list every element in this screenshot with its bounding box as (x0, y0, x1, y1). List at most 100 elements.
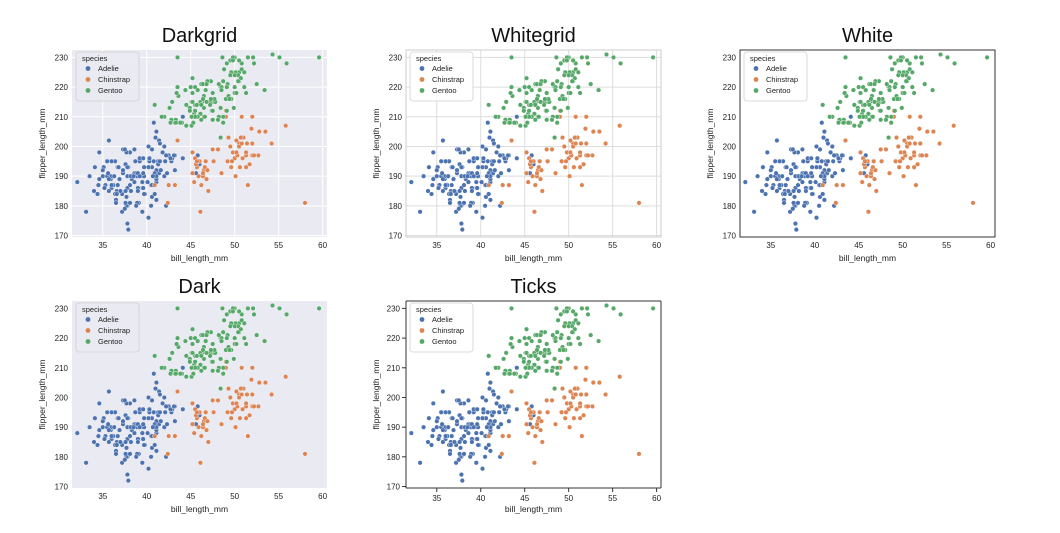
point-chinstrap (603, 392, 609, 398)
point-gentoo (503, 350, 509, 356)
point-adelie (140, 436, 146, 442)
point-gentoo (516, 338, 522, 344)
legend-marker-chinstrap (85, 328, 91, 333)
point-gentoo (224, 84, 230, 90)
point-adelie (96, 400, 102, 406)
point-gentoo (820, 102, 826, 108)
point-chinstrap (866, 182, 872, 188)
point-gentoo (198, 368, 204, 374)
point-gentoo (549, 117, 555, 123)
point-gentoo (509, 84, 515, 90)
point-gentoo (856, 84, 862, 90)
point-adelie (469, 188, 475, 194)
point-adelie (465, 424, 471, 430)
point-adelie (836, 155, 842, 161)
x-tick-label: 55 (608, 241, 617, 250)
point-chinstrap (907, 114, 913, 120)
point-gentoo (900, 72, 906, 78)
point-adelie (783, 182, 789, 188)
point-chinstrap (249, 392, 255, 398)
point-adelie (83, 209, 89, 215)
point-gentoo (565, 105, 571, 111)
point-adelie (458, 164, 464, 170)
y-tick-label: 190 (55, 423, 69, 432)
point-chinstrap (269, 140, 275, 146)
legend-label-chinstrap: Chinstrap (98, 326, 130, 335)
point-adelie (408, 179, 414, 185)
point-chinstrap (237, 164, 243, 170)
point-chinstrap (549, 397, 555, 403)
point-adelie (440, 176, 446, 182)
point-adelie (120, 418, 126, 424)
point-gentoo (843, 84, 849, 90)
x-tick-label: 35 (432, 494, 441, 503)
point-chinstrap (524, 149, 530, 155)
point-gentoo (560, 347, 566, 353)
plot-frame (405, 49, 662, 238)
point-adelie (135, 188, 141, 194)
point-chinstrap (567, 137, 573, 143)
point-adelie (109, 433, 115, 439)
point-adelie (785, 188, 791, 194)
point-gentoo (554, 365, 560, 371)
point-adelie (795, 182, 801, 188)
point-chinstrap (563, 409, 569, 415)
point-gentoo (493, 365, 499, 371)
point-adelie (430, 427, 436, 433)
point-gentoo (532, 102, 538, 108)
legend-box (75, 51, 140, 102)
point-gentoo (884, 81, 890, 87)
point-gentoo (544, 90, 550, 96)
point-gentoo (618, 311, 624, 317)
point-chinstrap (239, 365, 245, 371)
point-chinstrap (562, 415, 568, 421)
point-gentoo (528, 353, 534, 359)
point-gentoo (858, 120, 864, 126)
point-gentoo (230, 308, 236, 314)
point-chinstrap (165, 200, 171, 206)
point-chinstrap (567, 149, 573, 155)
point-adelie (808, 185, 814, 191)
chart-ticks: 35 40 45 50 55 60 170 180 190 200 210 220 230 bill_le… (371, 276, 662, 514)
point-adelie (434, 167, 440, 173)
point-chinstrap (538, 167, 544, 173)
point-chinstrap (189, 149, 195, 155)
point-gentoo (208, 96, 214, 102)
point-gentoo (604, 52, 610, 58)
point-adelie (792, 164, 798, 170)
point-adelie (465, 397, 471, 403)
point-chinstrap (907, 140, 913, 146)
point-adelie (124, 221, 130, 227)
point-adelie (801, 203, 807, 209)
point-adelie (487, 380, 493, 386)
point-gentoo (537, 338, 543, 344)
legend-label-chinstrap: Chinstrap (766, 75, 798, 84)
point-gentoo (218, 338, 224, 344)
point-adelie (167, 406, 173, 412)
point-adelie (87, 173, 93, 179)
point-chinstrap (840, 182, 846, 188)
point-adelie (109, 158, 115, 164)
point-adelie (492, 418, 498, 424)
point-adelie (502, 155, 508, 161)
point-gentoo (524, 99, 530, 105)
point-adelie (763, 182, 769, 188)
point-chinstrap (561, 143, 567, 149)
point-gentoo (845, 120, 851, 126)
y-tick-label: 220 (389, 83, 403, 92)
point-chinstrap (243, 415, 249, 421)
point-adelie (152, 135, 158, 141)
point-adelie (451, 427, 457, 433)
point-adelie (113, 200, 119, 206)
point-chinstrap (562, 164, 568, 170)
point-adelie (74, 430, 80, 436)
point-adelie (157, 409, 163, 415)
point-chinstrap (509, 389, 515, 395)
point-gentoo (243, 341, 249, 347)
point-adelie (160, 400, 166, 406)
point-gentoo (200, 96, 206, 102)
point-adelie (439, 170, 445, 176)
point-gentoo (187, 108, 193, 114)
point-adelie (92, 415, 98, 421)
point-gentoo (534, 96, 540, 102)
